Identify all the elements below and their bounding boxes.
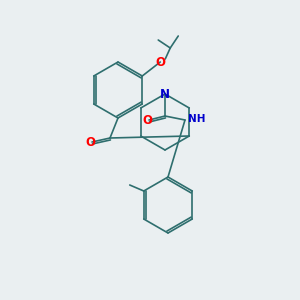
Text: O: O [155, 56, 165, 68]
Text: O: O [142, 113, 152, 127]
Text: NH: NH [188, 114, 206, 124]
Text: N: N [160, 88, 170, 100]
Text: O: O [85, 136, 95, 148]
